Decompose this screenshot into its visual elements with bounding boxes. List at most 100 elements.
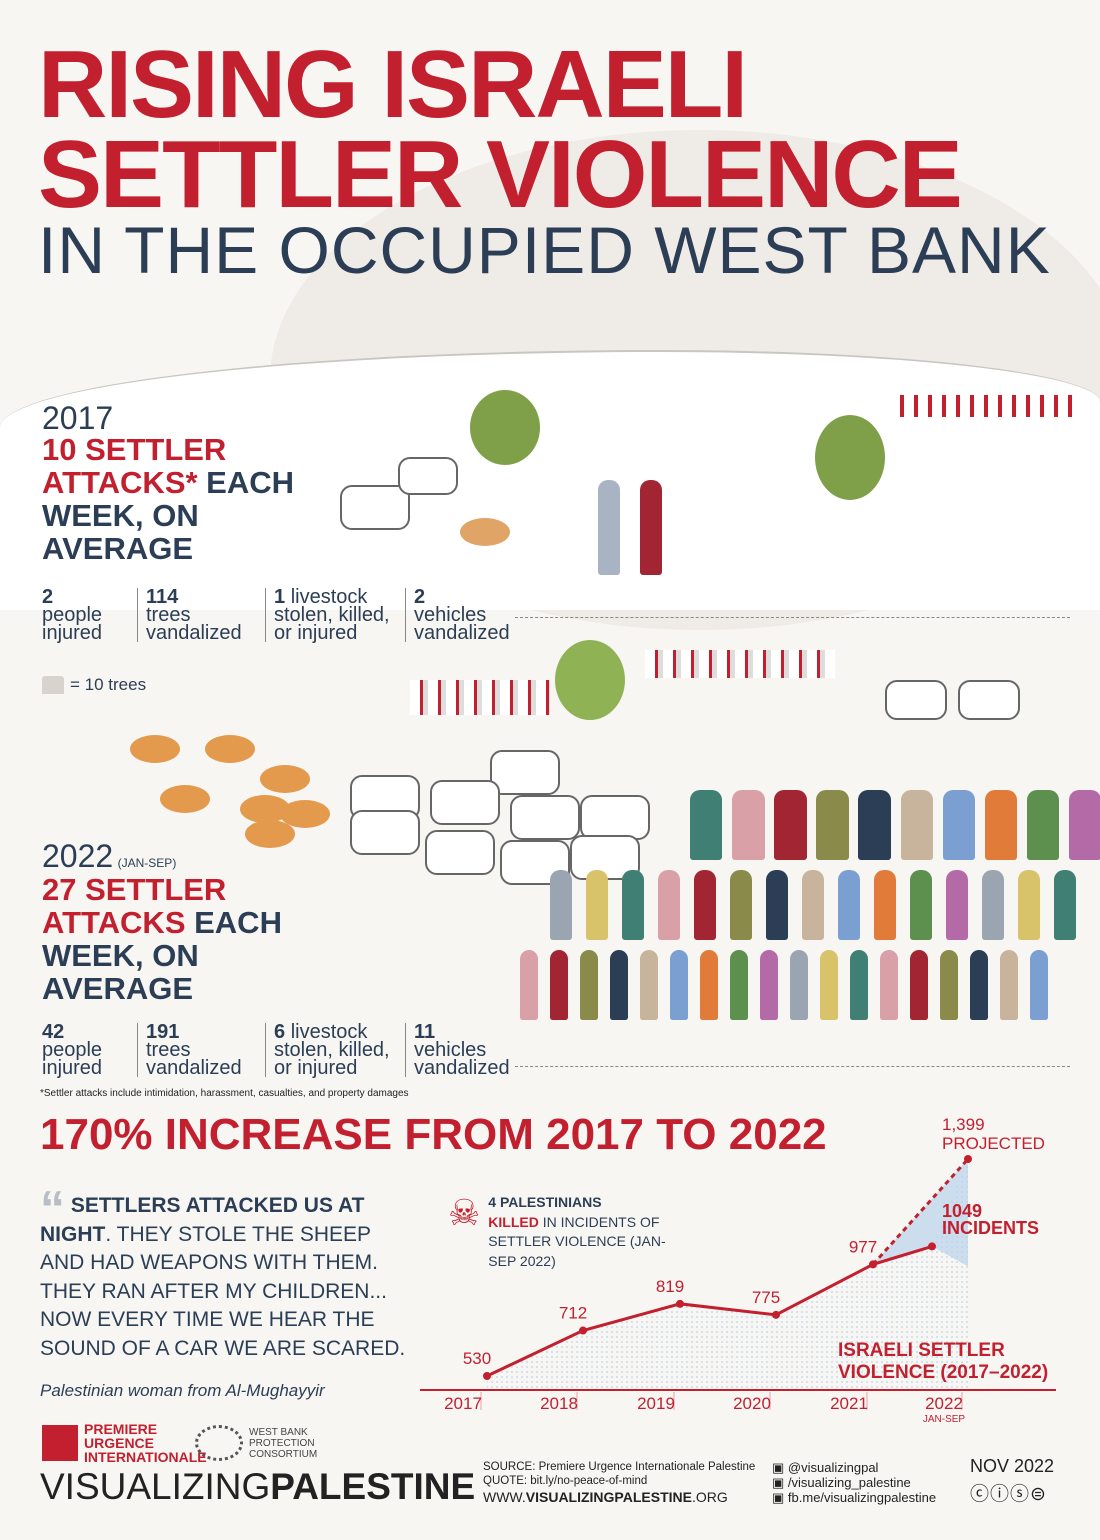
person-illustration [838,870,860,940]
data-point-2022 [928,1242,936,1251]
logo-wbpc: WEST BANK PROTECTION CONSORTIUM [195,1425,329,1461]
person-illustration [984,790,1018,860]
data-point-projected [964,1155,972,1163]
person-illustration [1030,950,1048,1020]
tree-illustration [555,640,625,720]
sheep-illustration [130,735,180,763]
person-illustration [1000,950,1018,1020]
person-illustration [942,790,976,860]
series-line [486,1244,933,1378]
projected-label: 1,399 PROJECTED [942,1115,1045,1153]
person-illustration [858,790,891,860]
person-illustration [850,950,868,1020]
tree-illustration [815,415,885,500]
sheep-group [130,735,330,855]
headline-2022: 27 SETTLER ATTACKS EACH WEEK, ON AVERAGE [42,872,282,1006]
person-illustration [694,870,716,940]
data-point-2019 [676,1299,684,1308]
person-illustration [550,950,568,1020]
person-illustration [1026,790,1060,860]
instagram-link[interactable]: ▣ /visualizing_palestine [772,1475,911,1490]
person-illustration [910,870,932,940]
footnote: *Settler attacks include intimidation, h… [40,1088,409,1099]
tick-label-2017: 2017 [444,1394,482,1413]
source: SOURCE: Premiere Urgence Internationale … [483,1461,756,1505]
person-illustration [880,950,898,1020]
tick-label-2018: 2018 [540,1394,578,1413]
person-illustration [760,950,778,1020]
data-label-2020: 775 [752,1288,780,1307]
social-links: ▣ @visualizingpal ▣ /visualizing_palesti… [772,1460,936,1505]
tick-label-2021: 2021 [830,1394,868,1413]
twitter-link[interactable]: ▣ @visualizingpal [772,1460,879,1475]
person-illustration [790,950,808,1020]
person-illustration [670,950,688,1020]
divider [515,617,1070,618]
data-label-2021: 977 [849,1237,877,1256]
increase-heading: 170% INCREASE FROM 2017 TO 2022 [40,1110,827,1159]
settlement-illustration [410,680,550,715]
tick-label-2019: 2019 [637,1394,675,1413]
tree-illustration [470,390,540,465]
people-crowd [520,790,1100,1040]
car-illustration [350,810,420,855]
cc-license-icon: ⓒⓘⓢ⊜ [970,1484,1047,1505]
facebook-link[interactable]: ▣ fb.me/visualizingpalestine [772,1490,937,1505]
tick-label-2020: 2020 [733,1394,771,1413]
person-illustration [690,790,723,860]
person-illustration [874,870,896,940]
car-illustration [425,830,495,875]
chart-title: ISRAELI SETTLER VIOLENCE (2017–2022) [838,1340,1049,1383]
title: RISING ISRAELI SETTLER VIOLENCE [38,31,963,228]
person-illustration [730,870,752,940]
person-illustration [640,950,658,1020]
date: NOV 2022 [970,1456,1055,1476]
data-label-2018: 712 [559,1304,587,1323]
stats-2017: 2 people injured 114 trees vandalized 1 li… [42,587,515,643]
logo-premiere-urgence: PREMIERE URGENCE INTERNATIONALE [42,1422,207,1464]
person-illustration [550,870,572,940]
sheep-illustration [280,800,330,828]
projection-fill [873,1159,968,1267]
headline-2017: 10 SETTLER ATTACKS* EACH WEEK, ON AVERAG… [42,432,295,566]
person-illustration [658,870,680,940]
person-illustration [732,790,765,860]
person-illustration [900,790,933,860]
car-illustration [510,795,580,840]
data-label-2022: 1049 INCIDENTS [942,1201,1039,1238]
person-illustration [982,870,1004,940]
person-illustration [610,950,628,1020]
person-illustration [622,870,644,940]
landscape-2017 [0,350,1100,610]
website-link[interactable]: WWW.VISUALIZINGPALESTINE.ORG [483,1489,728,1505]
tree-legend: = 10 trees [42,675,146,695]
person-illustration [1054,870,1076,940]
settlement-illustration [890,395,1080,417]
data-point-2017 [483,1372,491,1380]
person-illustration [774,790,807,860]
year-2017: 2017 [42,400,114,436]
person-illustration [586,870,608,940]
projection-line [871,1157,970,1266]
instagram-icon: ▣ [772,1475,785,1490]
sheep-illustration [245,820,295,848]
tick-label-2022: 2022 [925,1394,963,1413]
area-fill [487,1159,968,1390]
brand-logo: VISUALIZINGPALESTINE [40,1466,476,1507]
person-illustration [730,950,748,1020]
person-illustration [910,950,928,1020]
person-illustration [946,870,968,940]
person-illustration [802,870,824,940]
sheep-illustration [460,518,510,546]
person-illustration [816,790,849,860]
twitter-icon: ▣ [772,1460,785,1475]
person-illustration [1069,790,1100,860]
car-illustration [958,680,1020,720]
data-point-2020 [772,1310,780,1319]
person-illustration [1018,870,1040,940]
data-point-2021 [869,1260,877,1269]
data-label-2019: 819 [656,1277,684,1296]
car-illustration [398,457,458,495]
person-illustration [520,950,538,1020]
